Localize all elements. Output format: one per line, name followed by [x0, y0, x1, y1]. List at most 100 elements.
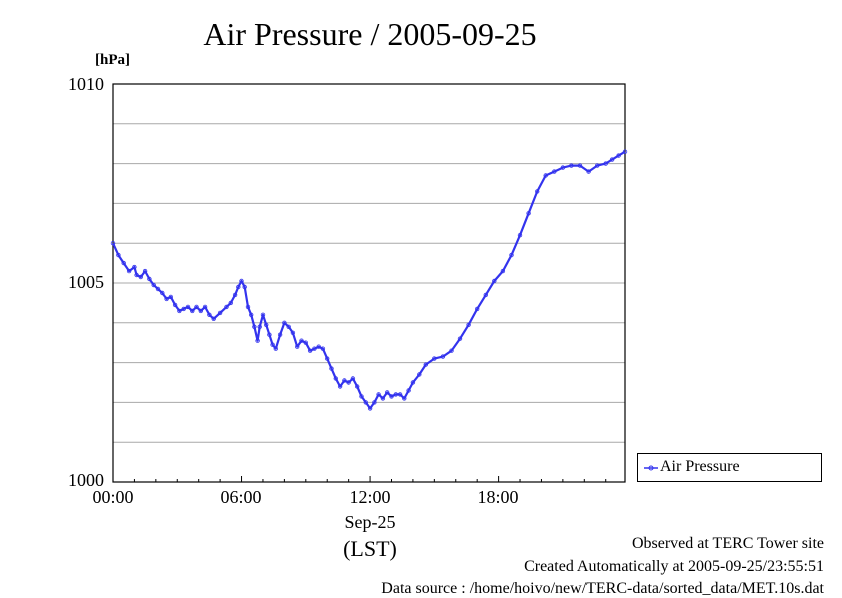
- data-point: [440, 354, 446, 359]
- data-point: [329, 366, 334, 371]
- data-point: [277, 332, 283, 337]
- data-point: [121, 260, 126, 266]
- data-point: [417, 372, 422, 377]
- data-point: [616, 153, 621, 158]
- data-point: [134, 272, 139, 278]
- series-air-pressure: [110, 149, 628, 411]
- data-point: [449, 348, 454, 353]
- legend-line-marker-icon: [644, 465, 658, 471]
- data-point: [273, 346, 278, 351]
- data-point: [560, 165, 566, 170]
- data-point: [224, 304, 229, 310]
- x-tick-label-1800: 18:00: [477, 487, 519, 507]
- data-point: [569, 163, 574, 168]
- data-point: [595, 163, 600, 168]
- data-point: [168, 294, 173, 300]
- data-point: [147, 276, 152, 282]
- data-point: [406, 388, 411, 393]
- data-point: [126, 268, 132, 274]
- data-point: [110, 240, 116, 246]
- data-point: [316, 344, 321, 349]
- data-point: [242, 284, 247, 290]
- y-tick-label-1005: 1005: [68, 272, 104, 292]
- data-point: [282, 320, 287, 325]
- data-point: [211, 316, 216, 321]
- data-point: [257, 324, 262, 329]
- data-point: [526, 211, 531, 216]
- data-point: [500, 268, 506, 274]
- created-note: Created Automatically at 2005-09-25/23:5…: [524, 558, 824, 575]
- data-point: [359, 394, 364, 399]
- data-point: [372, 400, 377, 405]
- legend-label-air-pressure: Air Pressure: [660, 458, 740, 475]
- axis-ticks: [112, 476, 607, 482]
- data-point: [509, 252, 514, 258]
- x-axis-date-label: Sep-25: [344, 512, 396, 532]
- data-point: [164, 296, 169, 302]
- data-point: [337, 384, 343, 389]
- data-point: [239, 278, 244, 284]
- data-point: [207, 312, 212, 317]
- data-point: [160, 290, 165, 296]
- data-point: [286, 324, 291, 329]
- data-point: [290, 330, 296, 335]
- data-point: [609, 157, 615, 162]
- x-tick-label-0600: 06:00: [220, 487, 262, 507]
- data-point: [586, 169, 591, 174]
- data-point: [622, 149, 628, 154]
- data-point: [260, 312, 266, 317]
- x-tick-label-0000: 00:00: [92, 487, 134, 507]
- data-point: [185, 304, 191, 310]
- data-point: [312, 346, 317, 351]
- data-point: [248, 312, 254, 317]
- data-point: [177, 308, 182, 314]
- data-point: [255, 338, 260, 343]
- data-point: [270, 342, 275, 347]
- data-point: [172, 302, 178, 308]
- grid-lines: [113, 123, 625, 443]
- data-point: [155, 286, 161, 292]
- data-point: [346, 380, 351, 385]
- data-point: [535, 189, 540, 194]
- data-point: [385, 390, 390, 395]
- data-point: [181, 306, 186, 312]
- data-point: [194, 304, 199, 310]
- data-point: [402, 396, 407, 401]
- data-point: [397, 392, 403, 397]
- data-point: [376, 392, 381, 397]
- data-point: [603, 161, 608, 166]
- plot-frame: [112, 83, 626, 483]
- data-point: [142, 268, 148, 274]
- data-point: [138, 274, 143, 280]
- observed-note: Observed at TERC Tower site: [631, 535, 824, 552]
- data-point: [492, 278, 497, 284]
- data-point: [132, 264, 137, 270]
- data-point: [355, 384, 360, 389]
- data-point: [393, 392, 398, 397]
- data-point: [245, 304, 251, 310]
- data-point: [475, 306, 480, 312]
- x-tick-label-1200: 12:00: [349, 487, 391, 507]
- data-point: [367, 406, 373, 411]
- y-tick-label-1000: 1000: [68, 470, 104, 490]
- data-point: [198, 308, 203, 314]
- data-point: [151, 282, 156, 288]
- data-point: [342, 378, 347, 383]
- data-point: [552, 169, 557, 174]
- data-point: [466, 322, 471, 327]
- chart-title: Air Pressure / 2005-09-25: [203, 16, 537, 52]
- data-point: [380, 396, 386, 401]
- data-point: [423, 362, 428, 367]
- data-point: [190, 308, 195, 314]
- data-point: [264, 322, 269, 327]
- series-line: [111, 150, 626, 410]
- y-tick-label-1010: 1010: [68, 74, 104, 94]
- data-point: [232, 292, 238, 298]
- legend: Air Pressure: [637, 453, 822, 482]
- data-point: [432, 356, 437, 361]
- data-point: [410, 380, 416, 385]
- data-point: [252, 324, 257, 329]
- data-point: [295, 344, 300, 349]
- data-point: [116, 252, 121, 258]
